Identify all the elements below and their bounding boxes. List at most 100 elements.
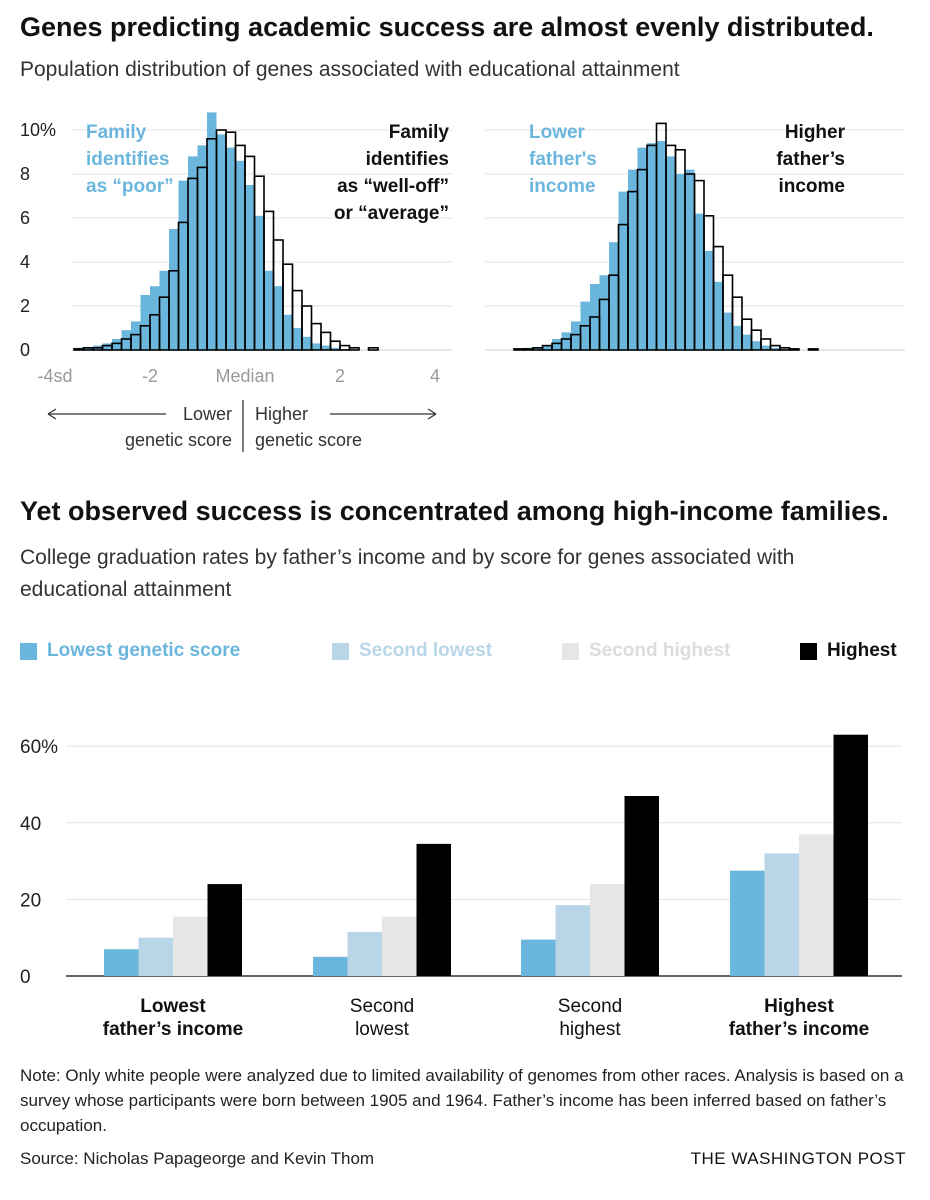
- legend-item-second-lowest: Second lowest: [332, 637, 492, 665]
- histogram-bar: [321, 345, 331, 350]
- category-label: father’s income: [103, 1019, 243, 1040]
- chart-note: Note: Only white people were analyzed du…: [20, 1066, 904, 1135]
- series-label-left: father's: [529, 149, 597, 170]
- category-label: lowest: [355, 1019, 410, 1040]
- y-tick-label: 40: [20, 814, 41, 835]
- histogram-bar: [751, 341, 761, 350]
- histogram-bar: [121, 330, 131, 350]
- chart-subtitle: Population distribution of genes associa…: [20, 58, 680, 81]
- legend-item-highest: Highest: [800, 637, 897, 665]
- histogram-bar: [599, 275, 609, 350]
- histogram-panel-1: 10% 8 6 4 2 0 -4sd -2 Median 2 4 Lower genetic score…: [20, 112, 452, 452]
- histogram-bar: [618, 191, 628, 350]
- bar: [764, 853, 799, 976]
- series-label-left: as “poor”: [86, 176, 174, 197]
- bar: [730, 870, 765, 976]
- histogram-bar: [732, 325, 742, 350]
- y-tick-label: 0: [20, 340, 30, 360]
- histogram-bar: [112, 339, 122, 350]
- bar: [624, 795, 659, 976]
- legend-swatch: [20, 642, 37, 660]
- series-label-right: as “well-off”: [337, 176, 449, 197]
- histogram-bar: [159, 270, 169, 350]
- y-tick-label: 6: [20, 208, 30, 228]
- histogram-bar: [292, 328, 302, 350]
- y-tick-label: 4: [20, 252, 30, 272]
- histogram-bar: [330, 347, 340, 350]
- histogram-bar: [742, 334, 752, 350]
- histogram-outline-bar: [522, 348, 534, 351]
- higher-label: genetic score: [255, 430, 362, 450]
- bar: [382, 916, 417, 976]
- histogram-bar: [713, 281, 723, 350]
- histogram-bar: [694, 213, 704, 350]
- histogram-bar: [533, 347, 543, 350]
- histogram-outline-bar: [760, 338, 772, 351]
- legend-label: Second highest: [589, 640, 731, 661]
- histogram-bar: [178, 180, 188, 350]
- series-label-right: father’s: [776, 149, 845, 170]
- series-label-right: Family: [389, 122, 450, 143]
- histogram-bar: [723, 312, 733, 350]
- histogram-bar: [216, 134, 226, 350]
- bar: [347, 931, 382, 976]
- bar: [521, 939, 556, 976]
- histogram-outline-bar: [769, 344, 781, 351]
- series-label-left: identifies: [86, 149, 169, 170]
- histogram-bar: [656, 141, 666, 350]
- y-tick-label: 20: [20, 890, 41, 911]
- series-label-right: Higher: [785, 122, 846, 143]
- histogram-bar: [102, 343, 112, 350]
- histogram-bar: [83, 347, 93, 350]
- bar: [555, 905, 590, 976]
- category-label: highest: [559, 1019, 621, 1040]
- legend-swatch: [562, 642, 579, 660]
- right-arrow-icon: [427, 408, 437, 420]
- lower-label: Lower: [183, 404, 232, 424]
- series-label-right: income: [778, 176, 845, 197]
- category-label: Second: [558, 996, 622, 1017]
- bar: [104, 949, 139, 976]
- publisher-brand: THE WASHINGTON POST: [690, 1149, 906, 1168]
- category-label: Second: [350, 996, 414, 1017]
- histogram-bar: [235, 160, 245, 350]
- histogram-bar: [188, 156, 198, 350]
- x-tick-label: 2: [335, 366, 345, 386]
- histogram-bar: [628, 169, 638, 350]
- histogram-bar: [770, 347, 780, 350]
- histogram-bar: [283, 314, 293, 350]
- histogram-bar: [140, 295, 150, 350]
- histogram-bar: [311, 343, 321, 350]
- x-tick-label: Median: [215, 366, 274, 386]
- category-label: Highest: [764, 996, 834, 1017]
- histogram-outline-bar: [788, 348, 800, 351]
- legend-label: Second lowest: [359, 640, 493, 661]
- histogram-outline-bar: [348, 347, 360, 351]
- y-tick-label: 0: [20, 967, 31, 988]
- legend-swatch: [800, 642, 817, 660]
- y-tick-label: 2: [20, 296, 30, 316]
- histogram-bar: [245, 185, 255, 350]
- histogram-bar: [273, 286, 283, 350]
- histogram-bar: [561, 332, 571, 350]
- bar: [173, 916, 208, 976]
- histogram-bar: [254, 215, 264, 350]
- histogram-bar: [637, 147, 647, 350]
- histogram-outline-bar: [513, 348, 525, 351]
- legend-item-lowest-genetic-score: Lowest genetic score: [20, 637, 240, 665]
- histogram-bar: [150, 286, 160, 350]
- lower-label: genetic score: [125, 430, 232, 450]
- histogram-bar: [131, 321, 141, 350]
- x-tick-label: 4: [430, 366, 440, 386]
- y-tick-label: 10%: [20, 120, 56, 140]
- legend-label: Lowest genetic score: [47, 640, 241, 661]
- series-label-left: income: [529, 176, 596, 197]
- x-tick-label: -2: [142, 366, 158, 386]
- series-label-right: or “average”: [334, 203, 449, 224]
- histogram-bar: [264, 270, 274, 350]
- histogram-bar: [226, 147, 236, 350]
- bar: [313, 956, 348, 976]
